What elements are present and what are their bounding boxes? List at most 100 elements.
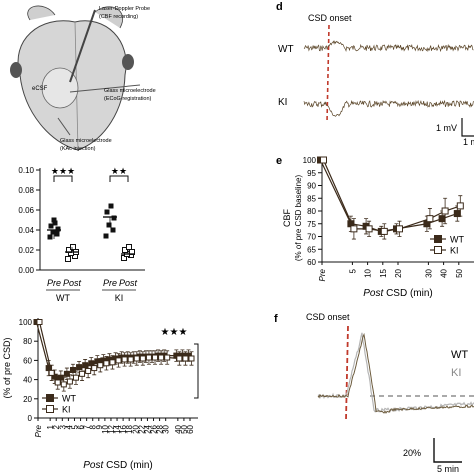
- xtick-label: 30: [162, 424, 171, 433]
- point-KI: [176, 355, 183, 362]
- point-WT: [82, 362, 89, 369]
- left-eye: [10, 62, 22, 78]
- ear-right: [94, 6, 123, 29]
- panel-f-onset-line: [345, 325, 349, 421]
- glass-electrode-2: [57, 117, 71, 136]
- panel-f-ki-label: KI: [451, 367, 461, 379]
- xtick-label: 5: [70, 424, 79, 429]
- dot-group-label: KI: [115, 293, 124, 303]
- panel-d-scalebar-v: 1 mV: [436, 123, 457, 133]
- dot-post-point: [65, 256, 71, 262]
- xtick-label: 4: [64, 424, 73, 429]
- point-KI: [164, 354, 171, 361]
- panel-f-scalebar: [433, 438, 462, 463]
- dot-significance: ★★★: [51, 166, 75, 176]
- glass1-label: Glass microelectrode: [104, 88, 156, 94]
- ecsf-label: eCSF: [32, 86, 48, 92]
- dot-pre-point: [54, 231, 60, 237]
- dot-x-label-pre: Pre: [103, 278, 117, 288]
- ytick-label: 100: [19, 318, 33, 327]
- dot-pre-point: [48, 223, 54, 229]
- point-KI: [188, 355, 195, 362]
- panel-d-ki-trace: [303, 99, 474, 117]
- dot-pre-point: [52, 220, 58, 226]
- xtick-label: 24: [143, 424, 152, 433]
- ytick-label: 60: [23, 356, 32, 365]
- ytick-label: 85: [307, 194, 316, 203]
- panel-d-letter: d: [276, 1, 283, 13]
- dot-post-point: [126, 244, 132, 250]
- e-x-label: Post CSD (min): [363, 288, 432, 299]
- laser-sub-label: (CBF recording): [99, 14, 138, 20]
- xtick-label: 9: [95, 424, 104, 429]
- point-KI: [396, 225, 403, 233]
- dot-pre-point: [47, 234, 53, 240]
- point-KI: [48, 369, 55, 376]
- xtick-label: 15: [379, 268, 388, 277]
- point-KI: [103, 360, 110, 367]
- dot-plot: 0.000.020.040.060.080.10 ★★★Pre PostWT★★P…: [18, 166, 145, 303]
- glass1-sub-label: (ECoG registration): [104, 96, 152, 102]
- point-KI: [426, 215, 434, 223]
- panel-f-wt-label: WT: [451, 349, 468, 361]
- xtick-label: 20: [131, 424, 140, 433]
- xtick-label: 40: [440, 268, 449, 277]
- point-KI: [60, 381, 67, 388]
- dot-x-label-post: Post: [63, 278, 82, 288]
- panel-d: d CSD onset WT KI 1 mV 1 m: [276, 1, 474, 147]
- dot-ytick-label: 0.02: [18, 246, 34, 255]
- xtick-label: 30: [424, 268, 433, 277]
- glass-electrode-1: [69, 84, 141, 93]
- panel-f-ki-trace: [317, 332, 474, 413]
- xtick-label: 3: [58, 424, 67, 429]
- dot-pre-point: [106, 222, 112, 228]
- dot-pre-point: [50, 229, 56, 235]
- tc-x-label: Post CSD (min): [83, 460, 152, 471]
- xtick-label: 16: [119, 424, 128, 433]
- xtick-label: Pre: [318, 268, 327, 281]
- ytick-label: 80: [307, 207, 316, 216]
- dot-post-point: [70, 244, 76, 250]
- point-KI: [85, 367, 92, 374]
- dot-x-label-post: Post: [119, 278, 138, 288]
- xtick-label: 40: [174, 424, 183, 433]
- xtick-label: 6: [77, 424, 86, 429]
- ytick-label: 75: [307, 220, 316, 229]
- ytick-label: 65: [307, 245, 316, 254]
- point-KI: [441, 207, 449, 215]
- ytick-label: 40: [23, 376, 32, 385]
- point-WT: [69, 367, 76, 373]
- ytick-label: 20: [23, 395, 32, 404]
- panel-f-scalebar-h: 5 min: [437, 464, 459, 474]
- legend-label: WT: [450, 235, 464, 245]
- xtick-label: 20: [394, 268, 403, 277]
- tc-y-label: (% of pre CSD): [2, 337, 12, 398]
- dot-pre-point: [55, 226, 61, 232]
- e-ylabel: (% of pre CSD baseline): [294, 175, 303, 262]
- glass2-label: Glass microelectrode: [60, 138, 112, 144]
- ytick-label: 60: [307, 258, 316, 267]
- panel-d-onset-line: [326, 24, 330, 124]
- xtick-label: 28: [156, 424, 165, 433]
- glass2-sub-label: (KAc injection): [60, 146, 96, 152]
- point-KI: [365, 225, 373, 233]
- dot-ytick-label: 0.04: [18, 226, 34, 235]
- dot-ytick-label: 0.06: [18, 206, 34, 215]
- xtick-label: 10: [364, 268, 373, 277]
- ytick-label: 100: [303, 156, 317, 165]
- point-WT: [453, 210, 461, 218]
- point-KI: [158, 354, 165, 361]
- mouse-head-schematic: eCSF Laser-Doppler Probe (CBF recording)…: [10, 5, 156, 152]
- legend-label: KI: [450, 246, 459, 256]
- dot-errorbar: [53, 230, 73, 252]
- xtick-label: 22: [137, 424, 146, 433]
- ytick-label: 70: [307, 233, 316, 242]
- xtick-label: 10: [101, 424, 110, 433]
- dot-pre-point: [104, 209, 110, 215]
- point-KI: [456, 202, 464, 210]
- dot-pre-point: [108, 203, 114, 209]
- xtick-label: 50: [455, 268, 464, 277]
- dot-pre-point: [110, 227, 116, 233]
- point-KI: [320, 156, 327, 164]
- xtick-label: 50: [180, 424, 189, 433]
